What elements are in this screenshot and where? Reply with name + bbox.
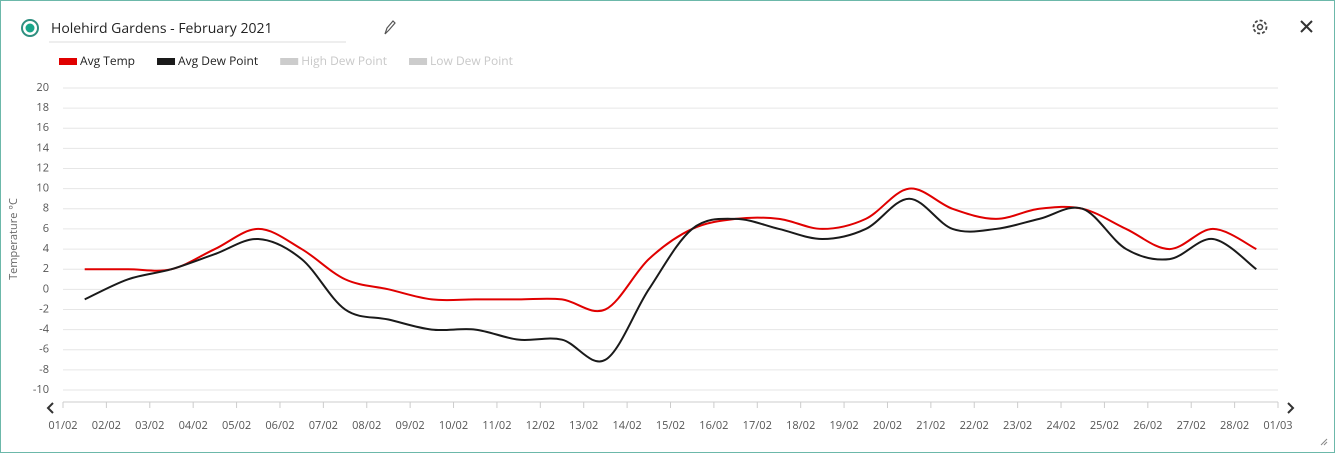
y-tick-label: -8: [39, 362, 49, 377]
y-tick-label: 12: [36, 160, 49, 175]
legend-swatch: [59, 58, 77, 65]
edit-icon[interactable]: [384, 20, 396, 35]
x-tick-label: 16/02: [699, 418, 728, 433]
legend-label: Low Dew Point: [430, 52, 513, 69]
x-tick-label: 11/02: [482, 418, 511, 433]
x-tick-label: 28/02: [1220, 418, 1249, 433]
x-tick-label: 06/02: [265, 418, 294, 433]
x-tick-label: 01/03: [1263, 418, 1292, 433]
status-dot: [25, 23, 35, 33]
scroll-left[interactable]: [46, 402, 54, 414]
x-tick-label: 22/02: [960, 418, 989, 433]
legend-swatch: [409, 58, 428, 65]
x-tick-label: 05/02: [222, 418, 251, 433]
y-tick-label: 2: [43, 261, 49, 276]
x-tick-label: 23/02: [1003, 418, 1032, 433]
x-tick-label: 08/02: [352, 418, 381, 433]
widget-title: Holehird Gardens - February 2021: [51, 19, 272, 38]
x-tick-label: 25/02: [1090, 418, 1119, 433]
y-tick-label: 20: [36, 80, 49, 95]
y-tick-label: 18: [36, 100, 49, 115]
x-tick-label: 27/02: [1177, 418, 1206, 433]
x-tick-label: 19/02: [829, 418, 858, 433]
gear-inner: [1256, 23, 1264, 31]
close-icon[interactable]: [1300, 20, 1313, 33]
y-tick-label: -4: [39, 322, 50, 337]
y-axis-label: Temperature °C: [6, 198, 21, 280]
x-tick-label: 09/02: [396, 418, 425, 433]
x-tick-label: 10/02: [439, 418, 468, 433]
x-tick-label: 17/02: [743, 418, 772, 433]
gear-outer: [1252, 19, 1268, 35]
legend-item[interactable]: High Dew Point: [280, 52, 387, 69]
x-tick-label: 26/02: [1133, 418, 1162, 433]
x-tick-label: 24/02: [1046, 418, 1075, 433]
x-tick-label: 21/02: [916, 418, 945, 433]
legend-item[interactable]: Avg Dew Point: [157, 52, 258, 69]
x-tick-label: 01/02: [48, 418, 77, 433]
resize-handle[interactable]: [1320, 438, 1328, 446]
x-tick-label: 14/02: [613, 418, 642, 433]
legend-item[interactable]: Avg Temp: [59, 52, 135, 69]
legend-label: High Dew Point: [301, 52, 387, 69]
legend-label: Avg Dew Point: [178, 52, 258, 69]
y-tick-label: -10: [33, 382, 49, 397]
settings-icon[interactable]: [1252, 19, 1268, 35]
y-tick-label: 10: [36, 181, 49, 196]
x-tick-label: 03/02: [135, 418, 164, 433]
legend-swatch: [157, 58, 176, 65]
y-tick-label: 6: [43, 221, 49, 236]
y-tick-label: -2: [39, 301, 49, 316]
x-tick-label: 07/02: [309, 418, 338, 433]
legend-swatch: [280, 58, 299, 65]
y-tick-label: -6: [39, 342, 49, 357]
status-icon: [21, 19, 39, 37]
x-tick-label: 15/02: [656, 418, 685, 433]
x-tick-label: 02/02: [92, 418, 121, 433]
series-line: [84, 197, 1257, 363]
y-tick-label: 0: [43, 281, 49, 296]
y-tick-label: 8: [43, 201, 49, 216]
y-tick-label: 4: [43, 241, 50, 256]
x-tick-label: 20/02: [873, 418, 902, 433]
series-line: [84, 187, 1257, 313]
x-tick-label: 12/02: [526, 418, 555, 433]
x-tick-label: 13/02: [569, 418, 598, 433]
legend-label: Avg Temp: [80, 52, 135, 69]
x-tick-label: 18/02: [786, 418, 815, 433]
y-tick-label: 16: [36, 120, 49, 135]
scroll-right[interactable]: [1287, 402, 1295, 414]
x-tick-label: 04/02: [179, 418, 208, 433]
legend-item[interactable]: Low Dew Point: [409, 52, 513, 69]
y-tick-label: 14: [36, 140, 49, 155]
